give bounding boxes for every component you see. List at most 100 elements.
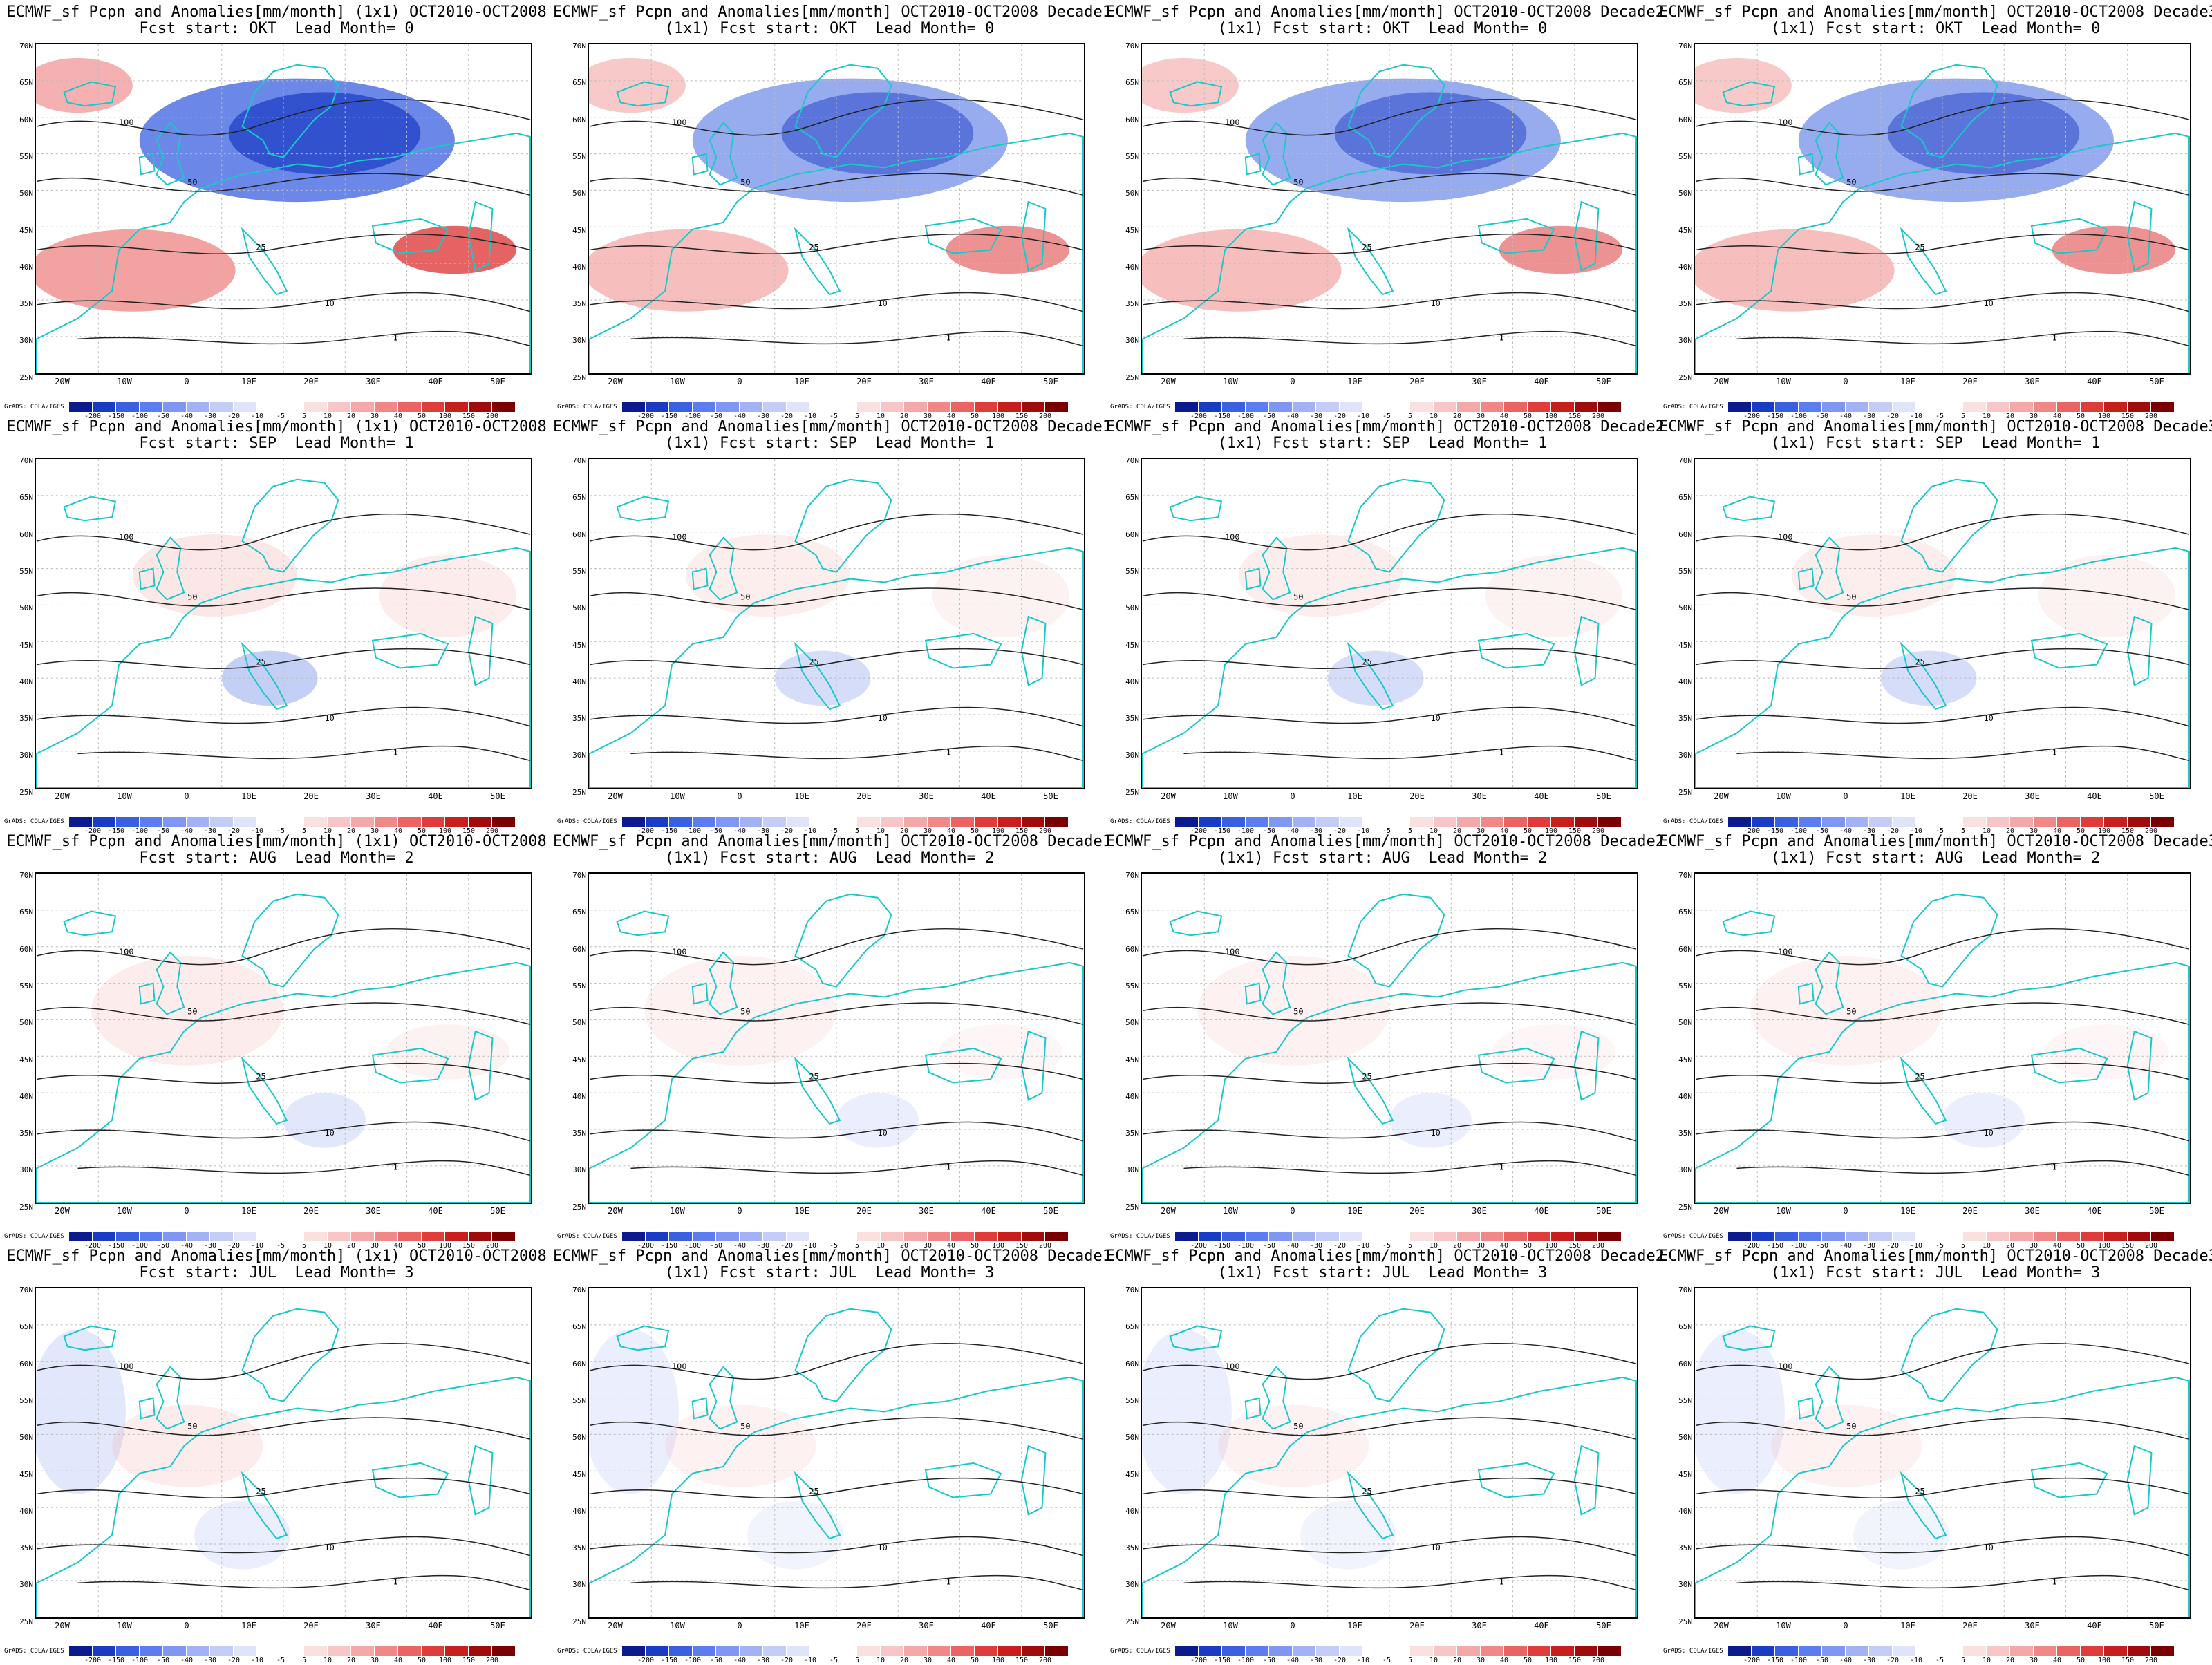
coastline <box>2030 632 2108 669</box>
colorbar-tick: -10 <box>250 1242 264 1250</box>
precip-contour <box>36 1342 531 1380</box>
longitude-label: 10W <box>1223 1621 1238 1630</box>
colorbar-tick: -50 <box>1815 1657 1829 1664</box>
latitude-label: 50N <box>1678 189 1692 198</box>
latitude-label: 40N <box>1678 1091 1692 1101</box>
colorbar-swatch <box>1246 1646 1269 1656</box>
colorbar-tick: -200 <box>84 827 102 835</box>
latitude-label: 70N <box>19 41 33 50</box>
colorbar-swatch <box>904 817 928 827</box>
precip-contour <box>589 1062 1084 1084</box>
longitude-label: 20W <box>608 1621 623 1630</box>
colorbar-swatch <box>281 817 304 827</box>
colorbar-swatch <box>93 1646 116 1656</box>
colorbar-tick: -10 <box>1356 1242 1370 1250</box>
contour-label: 50 <box>1846 1006 1856 1016</box>
colorbar-tick: 30 <box>923 413 932 420</box>
longitude-label: 40E <box>428 791 443 801</box>
colorbar-tick: 150 <box>2121 827 2135 835</box>
colorbar-swatch <box>1045 817 1069 827</box>
colorbar-tick: 50 <box>1523 1657 1533 1664</box>
contour-label: 1 <box>946 1162 951 1172</box>
coastline <box>1573 1445 1600 1516</box>
colorbar-tick: 100 <box>2097 1657 2111 1664</box>
longitude-label: 0 <box>1843 377 1848 386</box>
contour-label: 50 <box>1293 1006 1303 1016</box>
colorbar-tick: -150 <box>1766 1657 1784 1664</box>
colorbar-tick: 200 <box>2144 1242 2158 1250</box>
colorbar-tick: -100 <box>1237 1657 1255 1664</box>
colorbar-tick: -150 <box>660 1657 678 1664</box>
precip-contour <box>36 1417 531 1440</box>
panel-title: ECMWF_sf Pcpn and Anomalies[mm/month] OC… <box>553 1248 1112 1265</box>
colorbar-tick: 10 <box>876 1657 885 1664</box>
colorbar-swatch <box>646 817 669 827</box>
panel-subtitle: (1x1) Fcst start: AUG Lead Month= 2 <box>664 849 995 867</box>
colorbar-swatch <box>1940 402 1963 412</box>
colorbar-swatch <box>1316 402 1340 412</box>
coastline <box>1695 547 2190 788</box>
colorbar-swatch <box>2104 1232 2128 1241</box>
contour-label: 1 <box>2052 747 2057 757</box>
colorbar-swatch <box>1846 817 1869 827</box>
contour-label: 50 <box>1293 592 1303 601</box>
latitude-label: 65N <box>19 907 33 917</box>
colorbar-tick: -50 <box>709 413 723 420</box>
longitude-label: 30E <box>1472 377 1487 386</box>
colorbar-swatch <box>1822 1232 1846 1241</box>
contour-label: 25 <box>809 1487 818 1496</box>
contour-label: 10 <box>324 299 334 308</box>
colorbar-swatch <box>1222 817 1246 827</box>
contour-label: 10 <box>878 713 888 723</box>
longitude-label: 20W <box>1161 791 1176 801</box>
latitude-label: 25N <box>572 1202 586 1212</box>
colorbar-swatch <box>375 1232 398 1241</box>
colorbar-swatch <box>234 402 257 412</box>
contour-label: 1 <box>393 332 398 342</box>
colorbar-swatch <box>1869 402 1893 412</box>
colorbar-swatch <box>116 1646 140 1656</box>
latitude-label: 40N <box>572 677 586 686</box>
colorbar-swatch <box>928 1232 951 1241</box>
colorbar-tick: 200 <box>1591 827 1605 835</box>
longitude-label: 10E <box>1900 791 1915 801</box>
colorbar-swatch <box>1293 817 1316 827</box>
map-svg: 100 50 25 10 1 <box>589 874 1084 1203</box>
colorbar-swatch <box>1551 402 1575 412</box>
longitude-label: 0 <box>1290 791 1295 801</box>
colorbar-tick: 20 <box>899 1657 909 1664</box>
latitude-label: 65N <box>1678 1322 1692 1332</box>
longitude-label: 20W <box>1714 1206 1729 1216</box>
colorbar-swatch <box>1752 817 1775 827</box>
coastline <box>1900 64 1998 158</box>
contour-label: 100 <box>1225 1362 1239 1371</box>
coastline <box>63 496 117 522</box>
colorbar-swatch <box>1528 1646 1551 1656</box>
contour-label: 100 <box>672 532 686 542</box>
precip-contour <box>589 292 1084 312</box>
colorbar-swatch <box>1752 1232 1775 1241</box>
colorbar-swatch <box>351 402 375 412</box>
latitude-label: 65N <box>1125 1322 1139 1332</box>
colorbar-tick: -5 <box>1935 827 1944 835</box>
colorbar-swatch <box>740 1232 763 1241</box>
panel-subtitle: (1x1) Fcst start: JUL Lead Month= 3 <box>664 1264 995 1281</box>
map-svg: 100 50 25 10 1 <box>589 1288 1084 1617</box>
longitude-label: 20E <box>303 1621 319 1630</box>
colorbar-swatch <box>646 402 669 412</box>
contour-label: 10 <box>1984 299 1994 308</box>
colorbar-swatch <box>810 817 834 827</box>
colorbar-tick: -10 <box>250 1657 264 1664</box>
latitude-label: 30N <box>1678 751 1692 760</box>
map-panel: ECMWF_sf Pcpn and Anomalies[mm/month] (1… <box>0 415 553 836</box>
contour-label: 10 <box>1984 1543 1994 1552</box>
colorbar-swatch <box>1869 1232 1893 1241</box>
colorbar <box>1175 1646 1622 1656</box>
colorbar-swatch <box>1457 402 1481 412</box>
anomaly-shading <box>1771 1404 1922 1487</box>
coastline <box>794 1471 841 1540</box>
colorbar-swatch <box>1269 1232 1293 1241</box>
longitude-label: 10W <box>670 377 685 386</box>
map-svg: 100 50 25 10 1 <box>36 44 531 373</box>
colorbar-swatch <box>210 1646 234 1656</box>
